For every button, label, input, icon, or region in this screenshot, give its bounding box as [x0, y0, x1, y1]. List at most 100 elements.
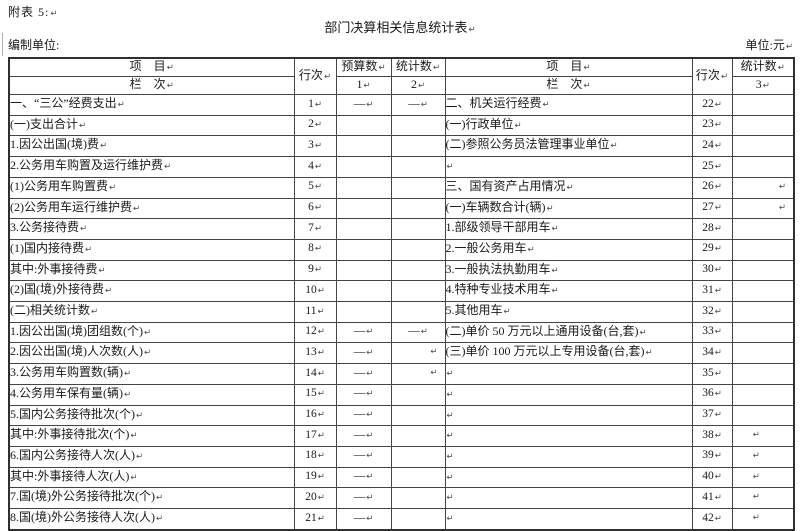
- budget-value: —: [353, 325, 366, 338]
- line-no: 33: [702, 325, 714, 338]
- pilcrow-mark: ↵: [314, 120, 322, 131]
- stat-cell-left: [390, 404, 446, 427]
- table-row: 6.国内公务接待人次(人)↵ 18↵ —↵ ↵ 39↵ ↵: [8, 445, 795, 468]
- pilcrow-mark: ↵: [432, 63, 441, 73]
- header-row-1: 项 目↵ 行次↵ 预算数↵ 统计数↵ 项 目↵ 行次↵ 统计数↵: [8, 57, 795, 95]
- pilcrow-mark: ↵: [50, 9, 59, 19]
- pilcrow-mark: ↵: [317, 327, 325, 338]
- pilcrow-mark: ↵: [133, 203, 141, 214]
- row-label: (二)相关统计数: [10, 303, 90, 318]
- pilcrow-mark: ↵: [420, 99, 428, 110]
- pilcrow-mark: ↵: [514, 120, 522, 131]
- line-no-cell: 36↵: [691, 383, 733, 406]
- line-no: 19: [305, 470, 317, 483]
- line-no-header-left: 行次↵: [293, 57, 337, 95]
- column-header-left: 栏 次↵: [8, 76, 295, 95]
- row-label: 8.国(境)外公务接待人次(人): [10, 510, 155, 525]
- line-no: 8: [308, 242, 314, 255]
- line-no-cell: 16↵: [293, 404, 337, 427]
- item-header-left: 项 目↵: [8, 57, 295, 77]
- line-no-cell: 7↵: [293, 218, 337, 240]
- budget-cell: —↵: [335, 94, 392, 116]
- line-no: 1: [308, 97, 314, 110]
- table-header: 项 目↵ 行次↵ 预算数↵ 统计数↵ 项 目↵ 行次↵ 统计数↵ 栏 次↵ 1↵…: [8, 57, 795, 95]
- pilcrow-mark: ↵: [366, 347, 374, 358]
- line-no-cell: 14↵: [293, 363, 337, 385]
- pilcrow-mark: ↵: [317, 472, 325, 483]
- budget-cell: [335, 238, 392, 261]
- pilcrow-mark: ↵: [446, 451, 454, 462]
- budget-cell: —↵: [335, 445, 392, 468]
- table-row: 3.公务用车购置数(辆)↵ 14↵ —↵ ↵ ↵ 35↵: [8, 363, 795, 385]
- pilcrow-mark: ↵: [645, 348, 653, 359]
- pilcrow-mark: ↵: [446, 472, 454, 483]
- item-cell-left: 8.国(境)外公务接待人次(人)↵: [8, 508, 295, 531]
- table-row: 1.因公出国(境)团组数(个)↵ 12↵ —↵ —↵ (二)单价 50 万元以上通用设备…: [8, 321, 795, 344]
- stat-cell-left: ↵: [390, 363, 446, 385]
- item-cell-right: ↵: [444, 383, 693, 406]
- pilcrow-mark: ↵: [430, 368, 438, 379]
- stat-cell-left: [390, 218, 446, 240]
- row-label: 2.因公出国(境)人次数(人): [10, 344, 143, 359]
- line-no: 14: [305, 366, 317, 379]
- line-no-cell: 18↵: [293, 445, 337, 468]
- stat-cell-right: ↵: [731, 508, 795, 531]
- item-cell-left: (2)国(境)外接待费↵: [8, 280, 295, 303]
- stat-cell-left: [390, 259, 446, 282]
- line-no-cell: 40↵: [691, 466, 733, 489]
- line-no: 26: [702, 180, 714, 193]
- appendix-text: 附表 5:: [8, 5, 50, 19]
- item-cell-right: (一)车辆数合计(辆)↵: [444, 197, 693, 220]
- pilcrow-mark: ↵: [314, 244, 322, 255]
- line-no: 5: [308, 180, 314, 193]
- pilcrow-mark: ↵: [446, 493, 454, 504]
- stat-cell-right: [731, 238, 795, 261]
- item-cell-right: ↵: [444, 363, 693, 385]
- item-cell-right: ↵: [444, 466, 693, 489]
- line-no: 16: [305, 408, 317, 421]
- line-no-cell: 32↵: [691, 301, 733, 323]
- table-row: 4.公务用车保有量(辆)↵ 15↵ —↵ ↵ 36↵: [8, 383, 795, 406]
- pilcrow-mark: ↵: [778, 181, 786, 192]
- column-header-right: 栏 次↵: [444, 76, 693, 95]
- line-no: 36: [702, 387, 714, 400]
- item-cell-left: 其中:外事接待批次(个)↵: [8, 425, 295, 447]
- stat-cell-right: ↵: [731, 425, 795, 447]
- unit-text: 单位:元: [745, 38, 785, 52]
- item-cell-left: (2)公务用车运行维护费↵: [8, 197, 295, 220]
- pilcrow-mark: ↵: [124, 389, 132, 400]
- pilcrow-mark: ↵: [714, 389, 722, 400]
- pilcrow-mark: ↵: [551, 224, 559, 235]
- row-label: 一、“三公”经费支出: [10, 96, 117, 110]
- line-no-cell: 3↵: [293, 135, 337, 158]
- pilcrow-mark: ↵: [366, 513, 374, 524]
- budget-value: —: [353, 408, 366, 421]
- line-no-cell: 9↵: [293, 259, 337, 282]
- stat-cell-right: [731, 404, 795, 427]
- pilcrow-mark: ↵: [366, 99, 374, 110]
- pilcrow-mark: ↵: [366, 389, 374, 400]
- stat-cell-left: [390, 197, 446, 220]
- appendix-label: 附表 5:↵: [8, 3, 58, 20]
- pilcrow-mark: ↵: [714, 451, 722, 462]
- row-label: 其中:外事接待费: [10, 261, 98, 276]
- line-no-cell: 31↵: [691, 280, 733, 303]
- row-label: 二、机关运行经费: [445, 96, 542, 110]
- line-no: 13: [305, 345, 317, 358]
- line-no-cell: 41↵: [691, 487, 733, 510]
- pilcrow-mark: ↵: [420, 327, 428, 338]
- pilcrow-mark: ↵: [714, 182, 722, 193]
- line-no: 31: [702, 283, 714, 296]
- table-row: (一)支出合计↵ 2↵ (一)行政单位↵ 23↵: [8, 114, 795, 137]
- pilcrow-mark: ↵: [446, 514, 454, 525]
- item-cell-right: ↵: [444, 156, 693, 178]
- line-no: 10: [305, 283, 317, 296]
- line-no: 38: [702, 428, 714, 441]
- line-no-cell: 30↵: [691, 259, 733, 282]
- pilcrow-mark: ↵: [156, 493, 164, 504]
- item-cell-left: 1.因公出国(境)费↵: [8, 135, 295, 158]
- line-no-cell: 38↵: [691, 425, 733, 447]
- item-cell-left: 1.因公出国(境)团组数(个)↵: [8, 321, 295, 344]
- table-row: 5.国内公务接待批次(个)↵ 16↵ —↵ ↵ 37↵: [8, 404, 795, 427]
- budget-cell: [335, 280, 392, 303]
